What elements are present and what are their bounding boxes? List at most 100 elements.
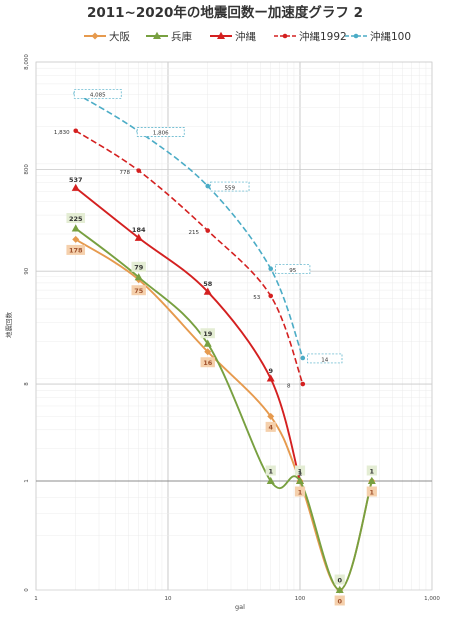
data-label: 778 [119, 170, 130, 176]
y-tick-label: 800 [24, 164, 30, 175]
x-axis-title: gal [235, 603, 245, 611]
y-tick-label: 90 [24, 267, 30, 274]
x-tick-label: 1,000 [424, 596, 440, 602]
y-tick-label: 8 [24, 382, 30, 386]
data-label-box [334, 574, 345, 585]
data-label: 1 [298, 488, 303, 496]
data-label: 184 [132, 226, 146, 234]
plot-area-border [35, 61, 433, 591]
x-tick-label: 1 [34, 596, 38, 602]
marker-triangle [71, 224, 80, 232]
data-label-box [131, 285, 146, 296]
marker-diamond [91, 32, 99, 40]
data-label-box [200, 328, 215, 339]
data-label-box [265, 465, 276, 476]
legend-item-label: 沖縄 [235, 30, 256, 43]
marker-circle [136, 168, 142, 173]
data-label: 537 [69, 176, 83, 184]
data-label: 0 [337, 597, 342, 605]
data-label: 95 [289, 268, 296, 274]
chart-title: 2011~2020年の地震回数ー加速度グラフ 2 [87, 4, 363, 21]
data-label-box [334, 595, 345, 606]
legend-item-label: 兵庫 [171, 30, 192, 43]
data-label-box [265, 421, 276, 432]
data-label-box [131, 261, 146, 272]
data-label-box [366, 465, 377, 476]
marker-triangle [367, 476, 376, 484]
data-label: 14 [321, 357, 328, 363]
data-label: 79 [134, 264, 144, 272]
data-label: 9 [268, 367, 273, 375]
marker-triangle [203, 339, 212, 347]
data-label-box [66, 244, 86, 255]
data-label-box [294, 486, 306, 497]
data-label: 559 [224, 185, 235, 191]
data-label: 215 [188, 230, 199, 236]
data-label-box [275, 264, 311, 275]
marker-circle [205, 183, 211, 189]
data-label: 1 [370, 488, 375, 496]
marker-circle [300, 381, 306, 387]
data-label-box [307, 353, 343, 364]
marker-triangle [217, 31, 225, 39]
legend-item-label: 沖縄1992 [299, 30, 347, 43]
data-label: 1,830 [54, 130, 70, 136]
data-label: 1 [268, 467, 273, 475]
data-label: 4,085 [90, 93, 106, 99]
data-label: 225 [69, 215, 83, 223]
legend-item-label: 沖縄100 [370, 30, 411, 43]
marker-diamond [72, 235, 80, 243]
data-label: 16 [203, 359, 213, 367]
marker-triangle [335, 585, 344, 593]
data-label: 1 [370, 467, 375, 475]
data-label: 58 [203, 280, 213, 288]
marker-circle [205, 228, 211, 233]
data-label: 1 [298, 467, 303, 475]
data-label-box [66, 212, 86, 223]
marker-triangle [266, 374, 275, 382]
marker-circle [282, 33, 288, 39]
data-label-box [73, 88, 122, 99]
series-line [75, 187, 301, 482]
marker-circle [73, 128, 79, 134]
data-label-box [366, 486, 377, 497]
marker-triangle [134, 273, 143, 281]
data-label-box [136, 127, 185, 137]
marker-triangle [134, 233, 143, 241]
data-label: 1,806 [153, 131, 169, 137]
marker-triangle [296, 476, 304, 484]
y-tick-label: 8,000 [24, 54, 30, 70]
marker-triangle [153, 31, 161, 39]
marker-diamond [204, 348, 212, 356]
marker-circle [268, 293, 274, 299]
marker-triangle [203, 287, 212, 295]
data-label: 8 [287, 383, 291, 389]
legend-item-label: 大阪 [109, 30, 130, 43]
legend: 大阪 兵庫 沖縄 沖縄1992 沖縄100 [84, 30, 411, 43]
data-label: 1 [298, 469, 303, 477]
x-tick-label: 10 [165, 596, 172, 602]
marker-circle [353, 33, 359, 39]
data-label: 53 [253, 295, 260, 301]
marker-diamond [267, 412, 275, 420]
marker-circle [300, 355, 306, 361]
data-label-box [294, 465, 306, 476]
data-label: 19 [203, 330, 213, 338]
y-tick-label: 0 [24, 588, 30, 592]
marker-triangle [71, 183, 80, 191]
data-label: 178 [69, 247, 83, 255]
y-axis-title: 地震回数 [4, 312, 13, 339]
data-label: 0 [337, 576, 342, 584]
data-label-box [210, 181, 250, 192]
data-label: 4 [268, 424, 273, 432]
y-tick-label: 1 [24, 479, 30, 483]
data-label-box [200, 357, 215, 368]
marker-triangle [266, 476, 275, 484]
marker-circle [268, 266, 274, 271]
series-line [75, 92, 304, 359]
data-label: 75 [134, 287, 144, 295]
